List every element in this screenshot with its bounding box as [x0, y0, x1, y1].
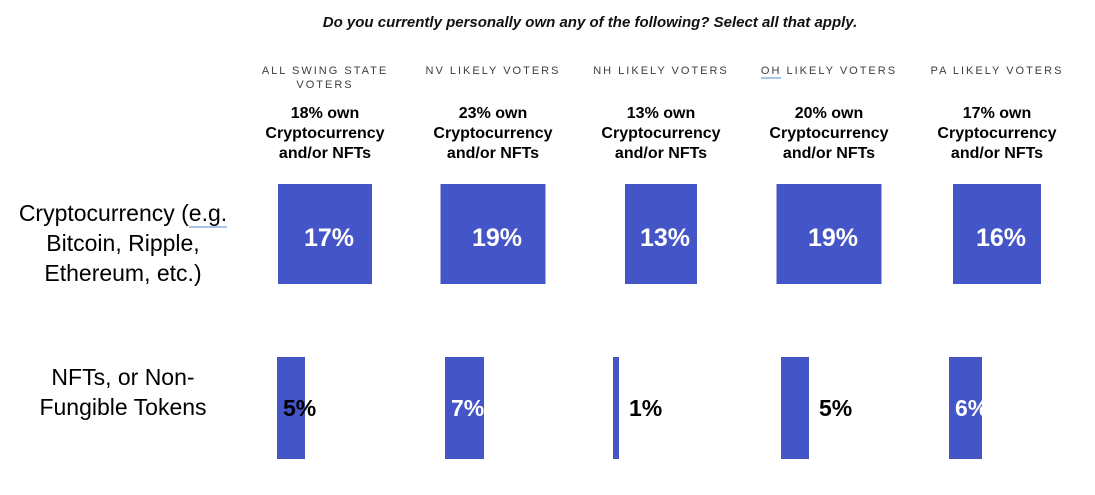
row-label-line: Fungible Tokens	[39, 394, 207, 420]
row-label-line: NFTs, or Non-	[51, 364, 195, 390]
nft-bar: 6%	[949, 357, 982, 459]
crypto-bar: 19%	[776, 184, 882, 284]
chart-title: Do you currently personally own any of t…	[322, 14, 858, 31]
row-label-line: Bitcoin, Ripple,	[46, 230, 200, 256]
nft-bar-area: 7%	[409, 357, 577, 459]
column-subhead: 23% own Cryptocurrency and/or NFTs	[409, 104, 577, 164]
voter-column: OH LIKELY VOTERS 20% own Cryptocurrency and…	[745, 60, 913, 480]
spellcheck-underline: e.g.	[188, 200, 228, 228]
nft-bar-area: 5%	[745, 357, 913, 459]
nft-bar-value: 7%	[451, 395, 484, 421]
crypto-bar-value: 17%	[303, 223, 355, 252]
crypto-bar: 13%	[625, 184, 697, 284]
row-label-nft: NFTs, or Non- Fungible Tokens	[0, 362, 246, 422]
row-labels: Cryptocurrency (e.g. Bitcoin, Ripple, Ethe…	[0, 0, 246, 495]
crypto-bar: 16%	[953, 184, 1041, 284]
column-subhead-line: Cryptocurrency	[601, 125, 721, 142]
column-subhead-line: 23% own	[458, 105, 528, 122]
nft-bar	[277, 357, 305, 459]
column-subhead: 13% own Cryptocurrency and/or NFTs	[577, 104, 745, 164]
column-subhead-line: 13% own	[626, 105, 696, 122]
column-subhead-line: Cryptocurrency	[433, 125, 553, 142]
spellcheck-underline: OH	[760, 65, 782, 79]
crypto-bar: 17%	[278, 184, 372, 284]
column-subhead-line: 17% own	[962, 105, 1032, 122]
nft-bar-area: 6%	[913, 357, 1081, 459]
column-kicker: NV LIKELY VOTERS	[425, 65, 561, 77]
column-subhead: 17% own Cryptocurrency and/or NFTs	[913, 104, 1081, 164]
column-kicker: OH LIKELY VOTERS	[760, 65, 898, 79]
column-subhead-line: and/or NFTs	[278, 145, 372, 162]
nft-bar	[613, 357, 619, 459]
voter-column: NV LIKELY VOTERS 23% own Cryptocurrency and…	[409, 60, 577, 480]
nft-bar-value: 1%	[629, 395, 663, 421]
row-label-line: Cryptocurrency (e.g.	[18, 200, 228, 228]
column-kicker: NH LIKELY VOTERS	[593, 65, 729, 77]
column-subhead-line: Cryptocurrency	[265, 125, 385, 142]
column-kicker: PA LIKELY VOTERS	[930, 65, 1064, 77]
column-subhead-line: and/or NFTs	[446, 145, 540, 162]
crypto-bar-value: 19%	[807, 223, 859, 252]
voter-column: NH LIKELY VOTERS 13% own Cryptocurrency and…	[577, 60, 745, 480]
nft-bar-value: 5%	[283, 395, 317, 421]
nft-bar	[781, 357, 809, 459]
nft-bar: 7%	[445, 357, 484, 459]
column-subhead-line: 20% own	[794, 105, 864, 122]
column-subhead: 18% own Cryptocurrency and/or NFTs	[241, 104, 409, 164]
column-subhead-line: Cryptocurrency	[769, 125, 889, 142]
crypto-bar: 19%	[440, 184, 546, 284]
voter-column: PA LIKELY VOTERS 17% own Cryptocurrency and…	[913, 60, 1081, 480]
column-subhead-line: Cryptocurrency	[937, 125, 1057, 142]
nft-bar-value: 5%	[819, 395, 853, 421]
voter-column: ALL SWING STATE VOTERS 18% own Cryptocurre…	[241, 60, 409, 480]
column-subhead-line: and/or NFTs	[950, 145, 1044, 162]
voter-columns: ALL SWING STATE VOTERS 18% own Cryptocurre…	[241, 60, 1081, 480]
column-subhead: 20% own Cryptocurrency and/or NFTs	[745, 104, 913, 164]
column-subhead-line: and/or NFTs	[614, 145, 708, 162]
column-subhead-line: and/or NFTs	[782, 145, 876, 162]
nft-bar-value: 6%	[955, 395, 982, 421]
row-label-line: Ethereum, etc.)	[44, 260, 202, 286]
nft-bar-area: 5%	[241, 357, 409, 459]
crypto-bar-value: 19%	[471, 223, 523, 252]
crypto-bar-value: 16%	[975, 223, 1027, 252]
crypto-bar-value: 13%	[639, 223, 691, 252]
column-kicker: ALL SWING STATE VOTERS	[261, 65, 389, 91]
row-label-crypto: Cryptocurrency (e.g. Bitcoin, Ripple, Ethe…	[0, 198, 246, 288]
nft-bar-area: 1%	[577, 357, 745, 459]
column-subhead-line: 18% own	[290, 105, 360, 122]
